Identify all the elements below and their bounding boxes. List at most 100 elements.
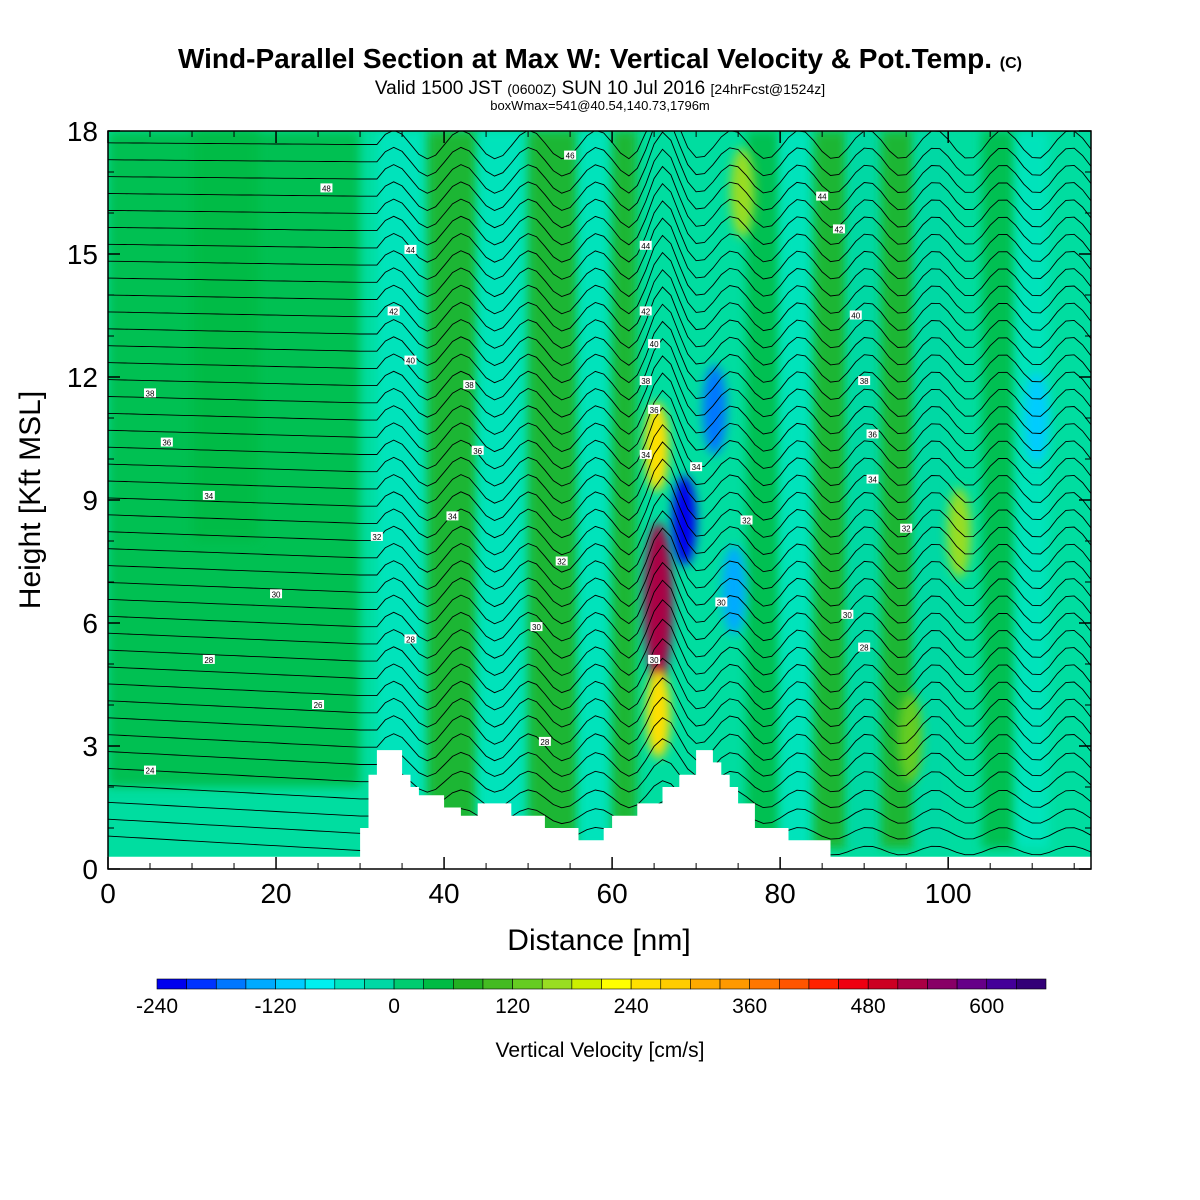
theta-contour bbox=[108, 183, 1091, 246]
theta-label-bg bbox=[648, 404, 661, 414]
velocity-feature bbox=[644, 522, 673, 683]
theta-label-bg bbox=[538, 736, 551, 746]
velocity-band bbox=[477, 131, 529, 849]
theta-contour bbox=[108, 561, 1091, 625]
theta-label-bg bbox=[816, 191, 829, 201]
theta-contour bbox=[108, 251, 1091, 315]
velocity-features bbox=[644, 147, 1049, 783]
colorbar-tick-label: 0 bbox=[388, 995, 400, 1018]
colorbar-swatch bbox=[512, 978, 543, 990]
velocity-band bbox=[427, 131, 478, 849]
theta-label-bg bbox=[841, 609, 854, 619]
velocity-feature bbox=[702, 364, 727, 455]
terrain-mask bbox=[108, 750, 1091, 869]
y-tick-label: 18 bbox=[67, 116, 98, 147]
theta-label: 44 bbox=[641, 242, 650, 251]
colorbar-swatch bbox=[1016, 978, 1047, 990]
theta-label-bg bbox=[639, 240, 652, 250]
theta-label-bg bbox=[160, 437, 173, 447]
velocity-feature bbox=[898, 692, 923, 783]
theta-contour bbox=[108, 165, 1091, 229]
theta-label-bg bbox=[740, 515, 753, 525]
colorbar-swatch bbox=[453, 978, 484, 990]
theta-contour bbox=[108, 269, 1091, 332]
theta-label: 26 bbox=[314, 701, 323, 710]
theta-label-bg bbox=[555, 556, 568, 566]
theta-label: 48 bbox=[322, 184, 331, 193]
theta-label-bg bbox=[404, 244, 417, 254]
theta-label: 30 bbox=[843, 611, 852, 620]
colorbar-swatch bbox=[897, 978, 928, 990]
colorbar-swatch bbox=[423, 978, 454, 990]
velocity-band bbox=[528, 131, 579, 849]
box-info: boxWmax=541@40.54,140.73,1796m bbox=[490, 98, 710, 113]
theta-contour bbox=[108, 148, 1091, 212]
colorbar-tick-label: 120 bbox=[495, 995, 530, 1018]
theta-label-bg bbox=[564, 150, 577, 160]
colorbar-tick-label: -120 bbox=[255, 995, 297, 1018]
theta-contour bbox=[108, 200, 1091, 263]
theta-contour bbox=[108, 759, 1091, 793]
theta-label-bg bbox=[387, 306, 400, 316]
theta-label-bg bbox=[320, 183, 333, 193]
velocity-feature bbox=[646, 668, 671, 759]
theta-label-bg bbox=[690, 462, 703, 472]
theta-contour bbox=[108, 780, 1091, 809]
theta-contour bbox=[108, 217, 1091, 280]
colorbar-swatch bbox=[690, 978, 721, 990]
valid-time-line: Valid 1500 JST (0600Z) SUN 10 Jul 2016 [… bbox=[0, 79, 1200, 99]
theta-label-bg bbox=[639, 449, 652, 459]
theta-label: 24 bbox=[146, 767, 155, 776]
colorbar-swatch bbox=[660, 978, 691, 990]
theta-contour bbox=[108, 320, 1091, 384]
theta-label-bg bbox=[370, 531, 383, 541]
theta-label: 30 bbox=[272, 590, 281, 599]
colorbar-swatch bbox=[215, 978, 247, 990]
theta-contour bbox=[108, 372, 1091, 435]
colorbar-swatch bbox=[571, 978, 602, 990]
velocity-band bbox=[847, 131, 881, 849]
colorbar-tick-label: 600 bbox=[969, 995, 1004, 1018]
colorbar-swatch bbox=[156, 978, 187, 990]
y-tick-label: 9 bbox=[82, 485, 98, 516]
colorbar-swatch bbox=[778, 978, 810, 990]
valid-prefix: Valid 1500 JST bbox=[374, 78, 502, 99]
velocity-band bbox=[376, 131, 428, 849]
theta-label: 40 bbox=[650, 340, 659, 349]
theta-label: 34 bbox=[204, 492, 213, 501]
colorbar-swatch bbox=[956, 978, 988, 990]
colorbar-swatch bbox=[186, 978, 217, 990]
velocity-band bbox=[813, 131, 848, 849]
theta-contour bbox=[108, 234, 1091, 298]
velocity-band bbox=[746, 131, 781, 849]
theta-contour bbox=[108, 696, 1091, 745]
velocity-band bbox=[981, 131, 1016, 849]
copyright-mark: (C) bbox=[999, 55, 1023, 72]
colorbar-label: Vertical Velocity [cm/s] bbox=[496, 1039, 705, 1062]
theta-label-bg bbox=[900, 523, 913, 533]
x-tick-label: 60 bbox=[597, 878, 628, 909]
theta-label-bg bbox=[144, 388, 157, 398]
theta-label: 32 bbox=[557, 558, 566, 567]
theta-label: 36 bbox=[473, 447, 482, 456]
theta-label-bg bbox=[530, 622, 543, 632]
theta-label-bg bbox=[639, 376, 652, 386]
colorbar-tick-label: -240 bbox=[136, 995, 178, 1018]
theta-contour bbox=[108, 818, 1091, 840]
theta-contour bbox=[108, 579, 1091, 642]
velocity-feature bbox=[721, 545, 746, 636]
y-tick-label: 0 bbox=[82, 854, 98, 885]
velocity-band bbox=[192, 131, 260, 541]
x-tick-label: 80 bbox=[765, 878, 796, 909]
theta-label: 38 bbox=[146, 389, 155, 398]
theta-label: 40 bbox=[406, 357, 415, 366]
theta-contour bbox=[108, 599, 1091, 659]
theta-label-bg bbox=[858, 376, 871, 386]
colorbar-tick-label: 480 bbox=[851, 995, 886, 1018]
forecast-info: [24hrFcst@1524z] bbox=[710, 81, 826, 97]
theta-label-bg bbox=[866, 429, 879, 439]
velocity-feature bbox=[947, 487, 972, 578]
theta-label-bg bbox=[648, 654, 661, 664]
y-tick-label: 15 bbox=[67, 239, 98, 270]
theta-label-bg bbox=[202, 654, 215, 664]
